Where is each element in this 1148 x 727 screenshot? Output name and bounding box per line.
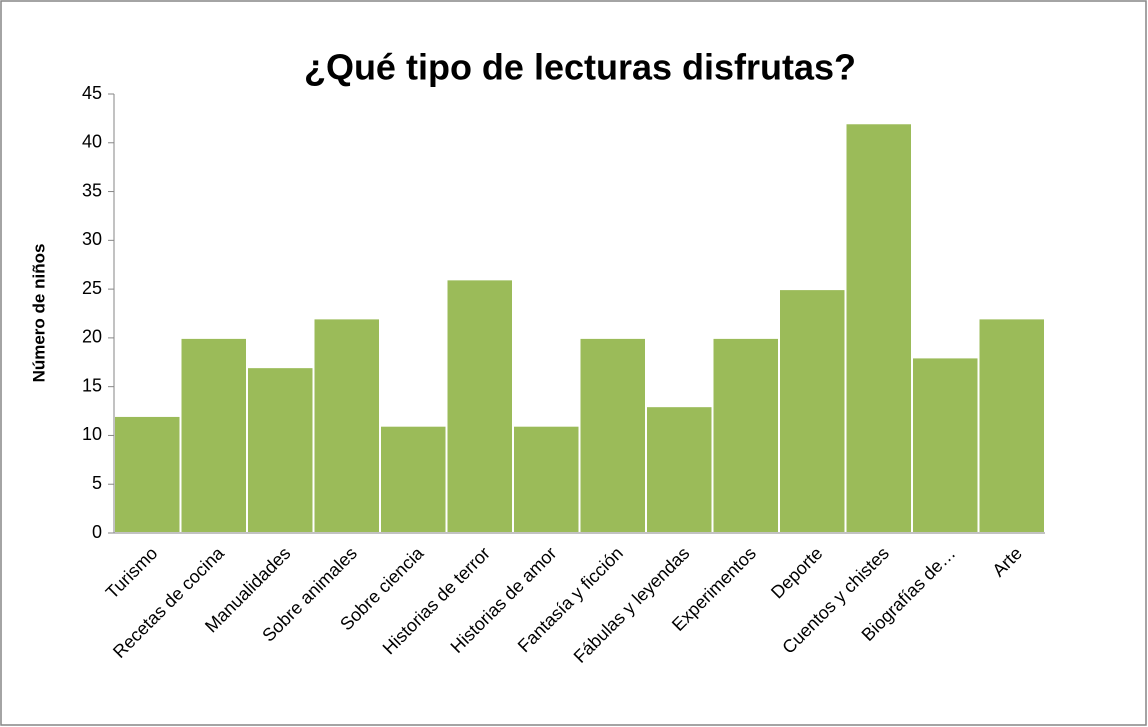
chart-title: ¿Qué tipo de lecturas disfrutas? bbox=[304, 47, 856, 88]
y-tick-label: 40 bbox=[82, 132, 102, 152]
bar bbox=[977, 317, 1046, 534]
y-axis-label: Número de niños bbox=[29, 244, 48, 383]
y-tick-label: 5 bbox=[92, 473, 102, 493]
bar bbox=[312, 317, 381, 534]
y-tick-label: 30 bbox=[82, 229, 102, 249]
y-tick-label: 15 bbox=[82, 375, 102, 395]
bar bbox=[379, 424, 448, 535]
y-tick-label: 25 bbox=[82, 278, 102, 298]
bar bbox=[113, 414, 182, 534]
bar bbox=[778, 288, 847, 534]
bar bbox=[911, 356, 980, 534]
y-tick-label: 20 bbox=[82, 327, 102, 347]
bar bbox=[844, 122, 913, 535]
bar bbox=[645, 405, 714, 534]
y-tick-label: 10 bbox=[82, 424, 102, 444]
y-tick-label: 45 bbox=[82, 83, 102, 103]
bar bbox=[246, 366, 315, 534]
y-tick-label: 35 bbox=[82, 180, 102, 200]
bar bbox=[512, 424, 581, 535]
y-tick-label: 0 bbox=[92, 522, 102, 542]
bar bbox=[711, 336, 780, 534]
bar bbox=[179, 336, 248, 534]
bar bbox=[445, 278, 514, 534]
bar bbox=[578, 336, 647, 534]
